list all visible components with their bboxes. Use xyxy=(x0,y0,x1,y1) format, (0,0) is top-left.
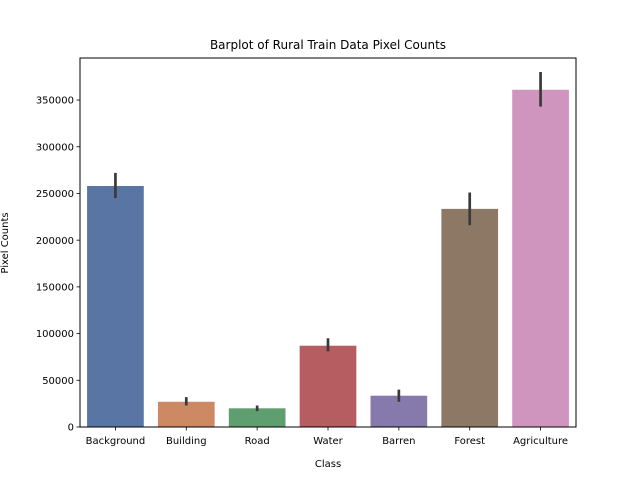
y-tick-label: 0 xyxy=(68,423,74,434)
x-axis-label: Class xyxy=(315,459,341,470)
plot-frame xyxy=(79,57,577,428)
y-tick-label: 300000 xyxy=(36,142,74,153)
bars-group xyxy=(87,89,569,427)
y-tick-label: 100000 xyxy=(36,329,74,340)
y-tick-label: 350000 xyxy=(36,96,74,107)
bar-road xyxy=(228,408,286,427)
x-tick-label: Building xyxy=(166,436,207,447)
y-tick-label: 200000 xyxy=(36,236,74,247)
x-axis: Background Building Road Water Barren Forest A… xyxy=(86,427,568,447)
x-tick-label: Forest xyxy=(454,436,485,447)
chart-title: Barplot of Rural Train Data Pixel Counts xyxy=(210,38,446,52)
y-axis-label: Pixel Counts xyxy=(0,212,11,273)
x-tick-label: Water xyxy=(313,436,343,447)
x-tick-label: Background xyxy=(86,436,146,447)
y-tick-label: 150000 xyxy=(36,282,74,293)
bar-water xyxy=(299,345,357,427)
bar-background xyxy=(87,185,144,427)
bar-agriculture xyxy=(512,89,569,427)
bar-forest xyxy=(441,208,499,427)
y-tick-label: 250000 xyxy=(36,189,74,200)
y-axis: 0 50000 100000 150000 200000 250000 300000 3500… xyxy=(36,96,80,434)
bar-building xyxy=(157,401,215,427)
error-bars-group xyxy=(114,72,542,412)
y-tick-label: 50000 xyxy=(42,376,74,387)
x-tick-label: Barren xyxy=(382,436,415,447)
x-tick-label: Road xyxy=(245,436,270,447)
x-tick-label: Agriculture xyxy=(513,436,568,447)
